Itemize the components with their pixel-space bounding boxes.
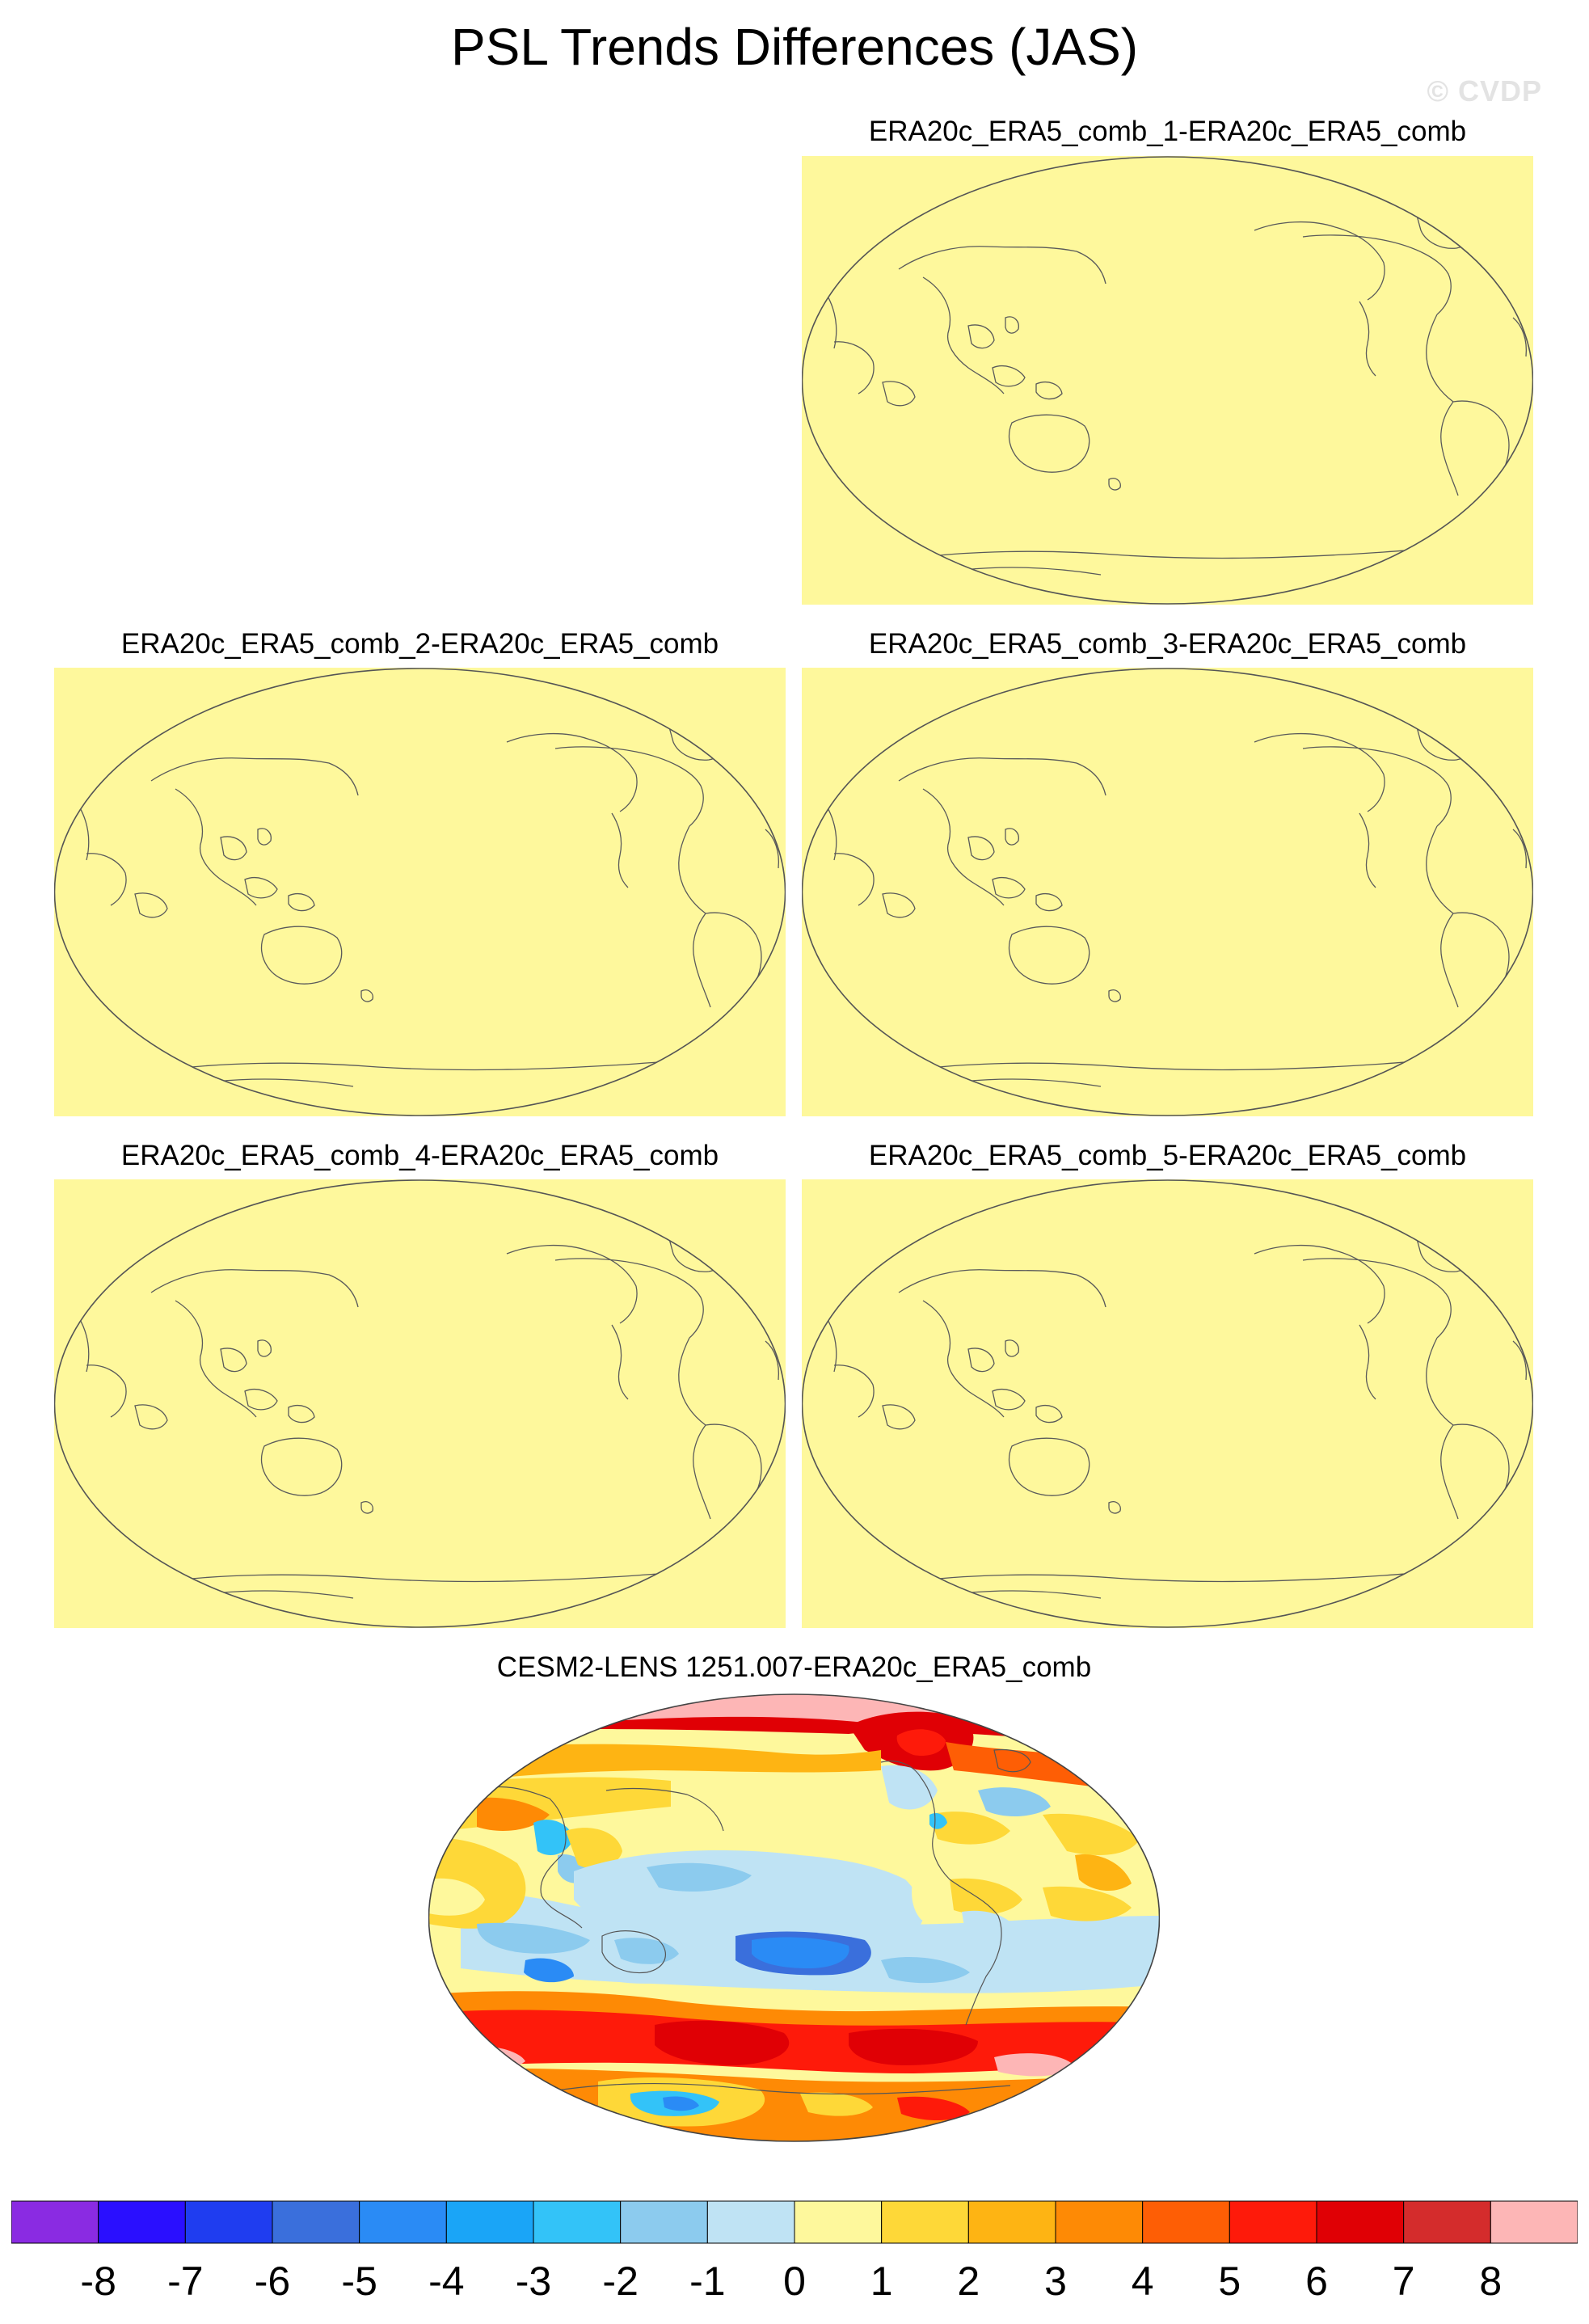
colorbar-box [98, 2200, 186, 2244]
colorbar-box [881, 2200, 969, 2244]
map-outline [802, 156, 1533, 605]
colorbar-tick-label: 5 [1218, 2259, 1241, 2304]
map-panel-6-cesm2 [428, 1693, 1160, 2142]
map-outline [54, 1179, 786, 1628]
colorbar-tick-label: -6 [254, 2259, 291, 2304]
map-panel-2 [54, 668, 786, 1116]
colorbar-box [11, 2200, 99, 2244]
panel-title-6: CESM2-LENS 1251.007-ERA20c_ERA5_comb [496, 1651, 1092, 1683]
panel-title-2: ERA20c_ERA5_comb_2-ERA20c_ERA5_comb [120, 628, 719, 660]
panel-title-4: ERA20c_ERA5_comb_4-ERA20c_ERA5_comb [120, 1140, 719, 1171]
colorbar-box [1055, 2200, 1144, 2244]
colorbar-tick-label: 4 [1131, 2259, 1154, 2304]
map-outline [54, 668, 786, 1116]
map-panel-3 [802, 668, 1533, 1116]
colorbar-tick-label: -7 [167, 2259, 204, 2304]
colorbar-tick-label: -8 [80, 2259, 116, 2304]
colorbar-tick-label: -4 [428, 2259, 465, 2304]
map-background-fill [802, 1179, 1533, 1628]
map-background-fill [802, 156, 1533, 605]
colorbar-tick-label: 1 [870, 2259, 893, 2304]
colorbar-box [1142, 2200, 1230, 2244]
colorbar-box [533, 2200, 622, 2244]
map-background-fill [54, 1179, 786, 1628]
colorbar-box [794, 2200, 883, 2244]
colorbar-box [184, 2200, 273, 2244]
colorbar-box [359, 2200, 447, 2244]
page-title: PSL Trends Differences (JAS) [450, 18, 1139, 76]
map-outline [802, 668, 1533, 1116]
map-background-fill [802, 668, 1533, 1116]
map-panel-1 [802, 156, 1533, 605]
colorbar-box [272, 2200, 360, 2244]
colorbar-box [1229, 2200, 1317, 2244]
colorbar-box [445, 2200, 534, 2244]
map-background-fill [54, 668, 786, 1116]
colorbar-tick-label: 6 [1305, 2259, 1328, 2304]
panel-title-3: ERA20c_ERA5_comb_3-ERA20c_ERA5_comb [868, 628, 1467, 660]
colorbar-tick-label: 8 [1479, 2259, 1503, 2304]
panel-title-5: ERA20c_ERA5_comb_5-ERA20c_ERA5_comb [868, 1140, 1467, 1171]
colorbar-box [620, 2200, 708, 2244]
colorbar-tick-label: 7 [1392, 2259, 1415, 2304]
colorbar [11, 2200, 1578, 2244]
colorbar-tick-label: 0 [783, 2259, 806, 2304]
map-outline [802, 1179, 1533, 1628]
colorbar-tick-label: -3 [515, 2259, 552, 2304]
colorbar-tick-label: -1 [689, 2259, 726, 2304]
map-panel-5 [802, 1179, 1533, 1628]
colorbar-box [1316, 2200, 1405, 2244]
colorbar-tick-label: 2 [957, 2259, 980, 2304]
map-panel-4 [54, 1179, 786, 1628]
colorbar-tick-label: -5 [341, 2259, 377, 2304]
colorbar-box [706, 2200, 795, 2244]
colorbar-box [1490, 2200, 1578, 2244]
colorbar-tick-label: -2 [602, 2259, 639, 2304]
panel-title-1: ERA20c_ERA5_comb_1-ERA20c_ERA5_comb [868, 116, 1467, 147]
colorbar-box [967, 2200, 1056, 2244]
colorbar-tick-label: 3 [1044, 2259, 1067, 2304]
watermark: © CVDP [1427, 74, 1542, 108]
colorbar-box [1403, 2200, 1491, 2244]
